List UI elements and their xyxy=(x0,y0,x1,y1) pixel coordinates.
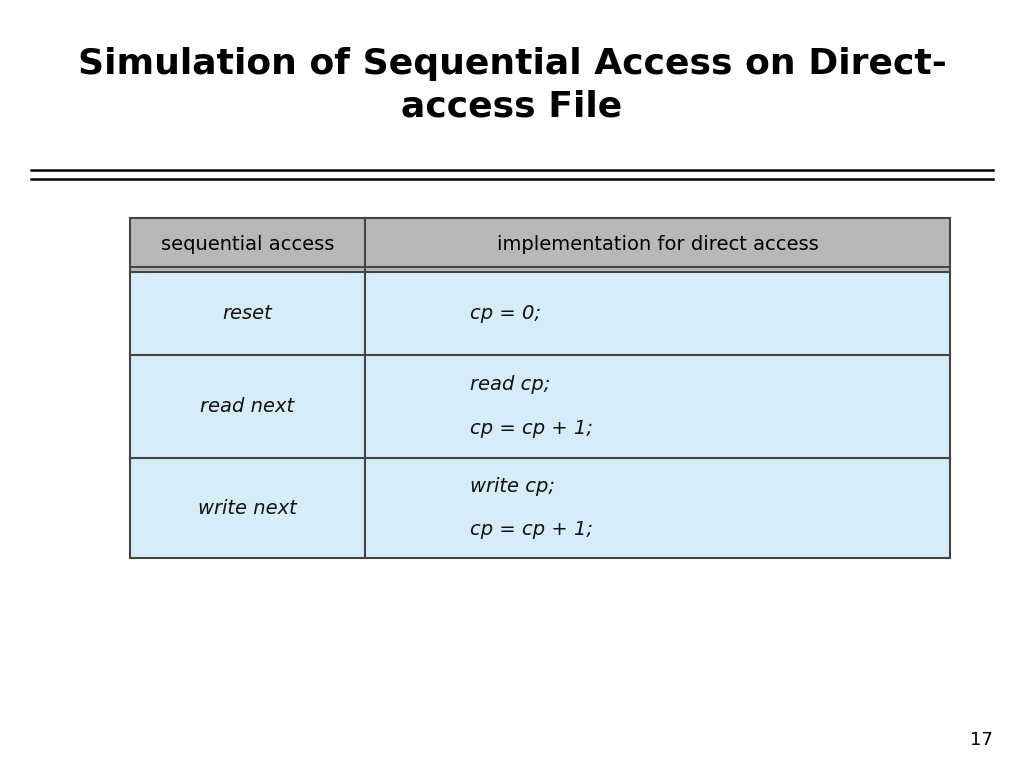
Text: sequential access: sequential access xyxy=(161,236,334,254)
Text: Simulation of Sequential Access on Direct-
access File: Simulation of Sequential Access on Direc… xyxy=(78,47,946,123)
Bar xyxy=(130,272,950,355)
Text: 17: 17 xyxy=(971,731,993,749)
Text: cp = 0;: cp = 0; xyxy=(470,304,542,323)
Bar xyxy=(130,355,950,458)
Text: cp = cp + 1;: cp = cp + 1; xyxy=(470,419,593,438)
Text: write next: write next xyxy=(198,498,297,518)
Text: reset: reset xyxy=(222,304,272,323)
Text: implementation for direct access: implementation for direct access xyxy=(497,236,818,254)
Text: read next: read next xyxy=(201,397,295,416)
Text: write cp;: write cp; xyxy=(470,477,555,496)
Bar xyxy=(130,458,950,558)
Bar xyxy=(130,218,950,272)
Text: read cp;: read cp; xyxy=(470,376,551,395)
Text: cp = cp + 1;: cp = cp + 1; xyxy=(470,520,593,539)
Bar xyxy=(130,218,950,558)
